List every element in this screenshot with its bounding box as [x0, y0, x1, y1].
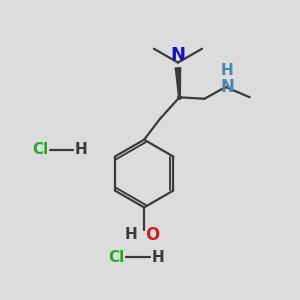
- Text: H: H: [125, 227, 138, 242]
- Text: H: H: [152, 250, 164, 265]
- Text: H: H: [75, 142, 88, 158]
- Polygon shape: [175, 68, 181, 97]
- Text: Cl: Cl: [32, 142, 48, 158]
- Text: Cl: Cl: [109, 250, 125, 265]
- Text: N: N: [220, 78, 234, 96]
- Text: H: H: [221, 63, 233, 78]
- Text: N: N: [170, 46, 185, 64]
- Text: O: O: [145, 226, 159, 244]
